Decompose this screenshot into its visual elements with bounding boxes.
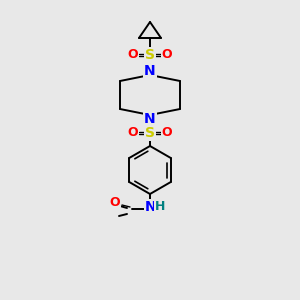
Text: N: N [144, 112, 156, 126]
Text: H: H [155, 200, 165, 214]
Text: S: S [145, 126, 155, 140]
Text: S: S [145, 48, 155, 62]
Text: N: N [145, 200, 157, 214]
Text: O: O [162, 127, 172, 140]
Text: O: O [128, 127, 138, 140]
Text: O: O [162, 49, 172, 62]
Text: N: N [144, 64, 156, 78]
Text: O: O [110, 196, 120, 208]
Text: O: O [128, 49, 138, 62]
